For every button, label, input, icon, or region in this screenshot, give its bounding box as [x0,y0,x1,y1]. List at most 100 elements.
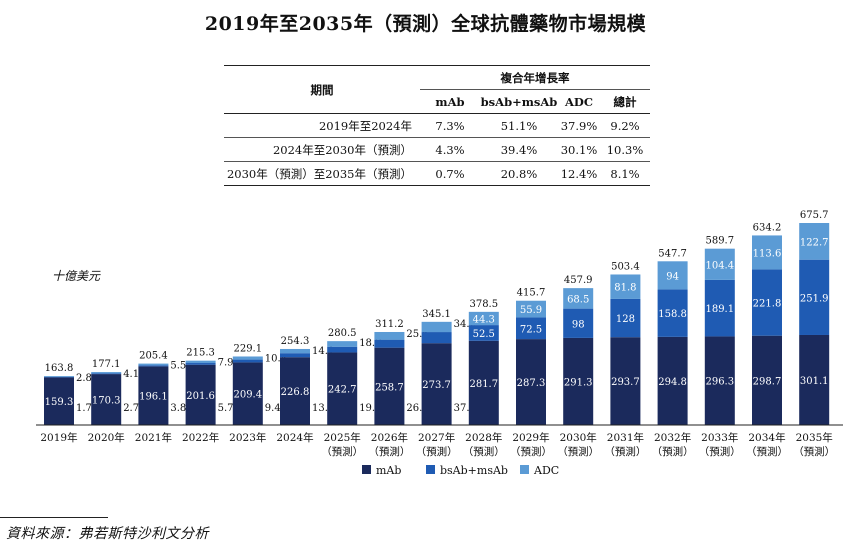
x-tick-label: 2022年 [182,431,219,444]
data-label-bsab: 52.5 [473,329,495,340]
bar-segment-bsab [91,373,122,375]
bar-segment-mab [799,334,830,425]
data-label-adc: 10.4 [265,353,287,364]
data-label-bsab: 2.7 [123,403,139,414]
bar-segment-bsab [44,376,74,378]
x-tick-label: 2021年 [135,431,172,444]
cagr-row: 2030年（預測）至2035年（預測） 0.7% 20.8% 12.4% 8.1… [224,161,650,186]
legend-label-mab: mAb [376,464,401,477]
x-tick-sublabel: （預測） [793,445,835,458]
bar-segment-bsab [657,289,688,337]
legend-label-adc: ADC [533,464,559,477]
data-label-bsab: 158.8 [658,309,687,320]
x-tick-label: 2028年 [465,431,502,444]
bar-segment-bsab [516,317,546,340]
bar-segment-bsab [374,339,405,348]
bar-segment-adc [799,223,830,260]
data-label-bsab: 13.4 [312,403,334,414]
bar-segment-bsab [421,332,452,344]
bar-segment-adc [704,248,735,280]
data-label-total: 675.7 [800,210,829,221]
data-label-bsab: 19.1 [359,403,381,414]
data-label-mab: 258.7 [375,382,404,393]
legend-swatch-bsab [426,465,435,474]
bar-segment-adc [657,261,688,290]
row-period: 2024年至2030年（預測） [224,137,420,162]
data-label-mab: 301.1 [800,376,829,387]
data-label-mab: 226.8 [281,387,310,398]
data-label-total: 311.2 [375,319,404,330]
bar-segment-adc [138,363,169,366]
bar-segment-mab [704,336,735,425]
legend-label-bsab: bsAb+msAb [440,464,508,477]
bar-segment-mab [185,364,216,425]
bar-segment-mab [610,337,641,425]
bar-segment-mab [421,343,452,425]
data-label-total: 634.2 [753,222,782,233]
data-label-mab: 291.3 [564,377,593,388]
bar-segment-bsab [610,298,641,338]
row-value: 0.7% [420,161,480,186]
cagr-table: 期間 複合年增長率 mAb bsAb+msAb ADC 總計 2019年至202… [224,65,650,186]
bar-segment-mab [327,352,358,425]
data-label-bsab: 128 [616,314,635,325]
bar-segment-adc [752,235,782,270]
source-note: 資料來源：弗若斯特沙利文分析 [6,526,209,542]
bar-segment-bsab [704,279,735,337]
bar-segment-mab [280,357,310,425]
bar-segment-bsab [327,346,358,353]
data-label-adc: 5.5 [170,361,186,372]
row-value: 9.2% [600,113,650,138]
data-label-mab: 201.6 [186,391,215,402]
data-label-total: 503.4 [611,261,640,272]
data-label-adc: 104.4 [705,260,734,271]
row-period: 2030年（預測）至2035年（預測） [224,161,420,186]
data-label-bsab: 37.2 [454,403,476,414]
row-value: 51.1% [480,113,558,138]
x-tick-label: 2020年 [88,431,125,444]
x-tick-label: 2030年 [560,431,597,444]
source-rule [0,517,108,518]
row-value: 30.1% [558,137,600,162]
bar-segment-adc [327,341,358,347]
bar-segment-bsab [563,308,594,338]
data-label-mab: 298.7 [753,376,782,387]
data-label-adc: 25.6 [406,329,428,340]
row-value: 7.3% [420,113,480,138]
data-label-bsab: 98 [572,319,585,330]
data-label-adc: 18.7 [359,338,381,349]
row-period: 2019年至2024年 [224,113,420,138]
x-tick-sublabel: （預測） [510,445,552,458]
bar-segment-mab [44,377,74,425]
bar-segment-adc [563,288,594,309]
x-tick-sublabel: （預測） [746,445,788,458]
x-tick-label: 2035年 [796,431,833,444]
data-label-adc: 4.1 [123,369,139,380]
data-label-total: 280.5 [328,328,357,339]
data-label-total: 378.5 [469,299,498,310]
cagr-header-row: 期間 複合年增長率 [224,65,650,114]
bar-segment-adc [185,360,216,364]
data-label-mab: 242.7 [328,385,357,396]
bar-segment-mab [563,337,594,425]
data-label-mab: 209.4 [233,390,262,401]
data-label-total: 215.3 [186,348,215,359]
data-label-adc: 34.2 [454,319,476,330]
col-bsab: bsAb+msAb [480,89,558,114]
bar-segment-mab [138,366,169,425]
data-label-adc: 7.9 [218,358,234,369]
cagr-row: 2019年至2024年 7.3% 51.1% 37.9% 9.2% [224,113,650,138]
data-label-total: 205.4 [139,351,168,362]
x-tick-label: 2023年 [229,431,266,444]
x-tick-label: 2033年 [701,431,738,444]
data-label-mab: 170.3 [92,396,121,407]
data-label-bsab: 26.8 [406,403,428,414]
bar-segment-mab [752,335,782,425]
data-label-bsab: 3.8 [170,403,186,414]
data-label-mab: 293.7 [611,377,640,388]
data-label-mab: 287.3 [517,378,546,389]
x-tick-label: 2019年 [40,431,77,444]
x-tick-sublabel: （預測） [652,445,694,458]
bar-segment-mab [91,374,122,425]
